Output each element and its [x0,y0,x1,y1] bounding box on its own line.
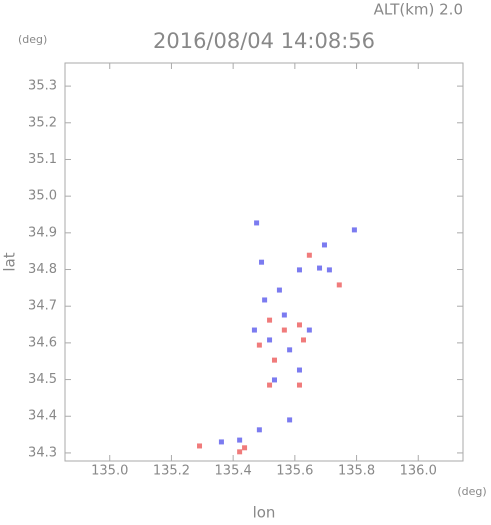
point [254,220,260,226]
x-tick-label: 135.6 [276,464,313,479]
point [242,445,248,451]
point [351,227,357,233]
point [306,252,312,258]
point [262,297,268,303]
point [251,327,257,333]
x-tick-label: 135.4 [215,464,252,479]
y-tick-label: 34.3 [28,445,57,460]
point [237,437,243,443]
plot-frame [64,62,464,462]
point [336,282,342,288]
point [276,287,282,293]
point [296,367,302,373]
x-unit: (deg) [457,485,486,498]
point [321,242,327,248]
y-tick-label: 34.9 [28,225,57,240]
y-tick-label: 34.5 [28,372,57,387]
y-tick-label: 34.6 [28,335,57,350]
point [218,439,224,445]
y-tick-label: 35.0 [28,189,57,204]
point [271,357,277,363]
x-tick-label: 136.0 [400,464,437,479]
altitude-label: ALT(km) 2.0 [374,1,463,19]
y-tick-label: 34.7 [28,299,57,314]
point [259,259,265,265]
point [317,265,323,271]
point [281,327,287,333]
chart-title: 2016/08/04 14:08:56 [153,29,375,53]
x-axis-label: lon [253,504,276,522]
y-axis-label: lat [1,252,19,271]
y-tick-label: 35.1 [28,152,57,167]
y-unit: (deg) [18,33,47,46]
point [287,347,293,353]
point [300,337,306,343]
y-tick-label: 34.8 [28,262,57,277]
point [237,449,243,455]
y-tick-label: 35.3 [28,79,57,94]
point [296,382,302,388]
point [296,267,302,273]
point [281,312,287,318]
point [271,377,277,383]
point [267,382,273,388]
x-tick-label: 135.0 [91,464,128,479]
point [306,327,312,333]
point [256,427,262,433]
point [267,317,273,323]
point [326,267,332,273]
y-tick-label: 35.2 [28,115,57,130]
point [287,417,293,423]
point [267,337,273,343]
x-tick-label: 135.8 [338,464,375,479]
point [296,322,302,328]
x-tick-label: 135.2 [153,464,190,479]
point [256,342,262,348]
y-tick-label: 34.4 [28,409,57,424]
point [197,443,203,449]
